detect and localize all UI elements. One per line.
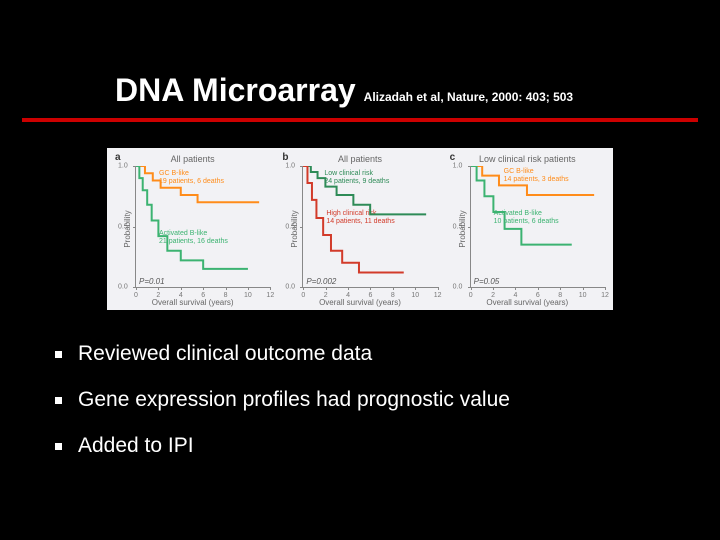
bullet-item: Gene expression profiles had prognostic … — [55, 388, 510, 412]
bullet-text: Added to IPI — [78, 434, 194, 458]
title-row: DNA Microarray Alizadah et al, Nature, 2… — [0, 72, 720, 109]
bullet-item: Reviewed clinical outcome data — [55, 342, 510, 366]
x-axis-label: Overall survival (years) — [152, 298, 234, 307]
title-underline — [22, 118, 698, 122]
km-lines — [471, 166, 605, 287]
bullet-item: Added to IPI — [55, 434, 510, 458]
bullet-dot-icon — [55, 397, 62, 404]
km-panel: GC B-like19 patients, 6 deathsActivated … — [111, 152, 274, 306]
panel-title: Low clinical risk patients — [479, 154, 576, 164]
km-figure: GC B-like19 patients, 6 deathsActivated … — [107, 148, 613, 310]
bullet-list: Reviewed clinical outcome data Gene expre… — [55, 342, 510, 480]
plot-area: 0.00.51.0024681012 — [302, 166, 437, 288]
bullet-dot-icon — [55, 351, 62, 358]
bullet-text: Reviewed clinical outcome data — [78, 342, 372, 366]
bullet-text: Gene expression profiles had prognostic … — [78, 388, 510, 412]
plot-area: 0.00.51.0024681012 — [470, 166, 605, 288]
km-lines — [136, 166, 270, 287]
panel-title: All patients — [338, 154, 382, 164]
slide-title: DNA Microarray — [115, 72, 356, 109]
citation: Alizadah et al, Nature, 2000: 403; 503 — [364, 90, 573, 104]
km-panel: GC B-like14 patients, 3 deathsActivated … — [446, 152, 609, 306]
x-axis-label: Overall survival (years) — [486, 298, 568, 307]
plot-area: 0.00.51.0024681012 — [135, 166, 270, 288]
km-lines — [303, 166, 437, 287]
x-axis-label: Overall survival (years) — [319, 298, 401, 307]
bullet-dot-icon — [55, 443, 62, 450]
panel-label: c — [450, 152, 456, 163]
km-panel: Low clinical risk24 patients, 9 deathsHi… — [278, 152, 441, 306]
panel-label: a — [115, 152, 121, 163]
panel-label: b — [282, 152, 288, 163]
panel-title: All patients — [171, 154, 215, 164]
